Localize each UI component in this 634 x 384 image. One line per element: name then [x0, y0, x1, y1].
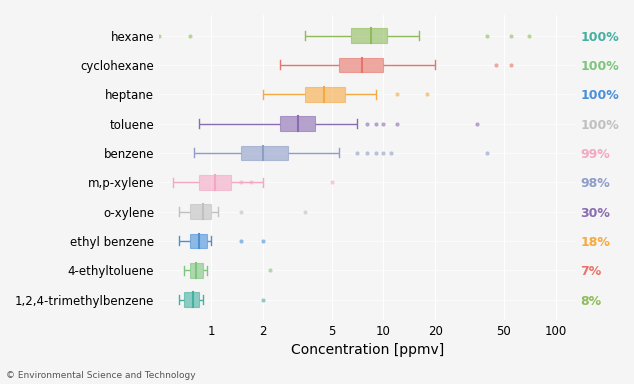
FancyBboxPatch shape	[190, 204, 211, 219]
FancyBboxPatch shape	[199, 175, 231, 190]
Text: © Environmental Science and Technology: © Environmental Science and Technology	[6, 371, 196, 380]
FancyBboxPatch shape	[305, 87, 345, 101]
X-axis label: Concentration [ppmv]: Concentration [ppmv]	[290, 343, 444, 358]
FancyBboxPatch shape	[351, 28, 387, 43]
FancyBboxPatch shape	[190, 263, 204, 278]
FancyBboxPatch shape	[339, 58, 384, 72]
FancyBboxPatch shape	[184, 292, 199, 307]
FancyBboxPatch shape	[280, 116, 315, 131]
FancyBboxPatch shape	[190, 233, 207, 248]
FancyBboxPatch shape	[242, 146, 288, 160]
